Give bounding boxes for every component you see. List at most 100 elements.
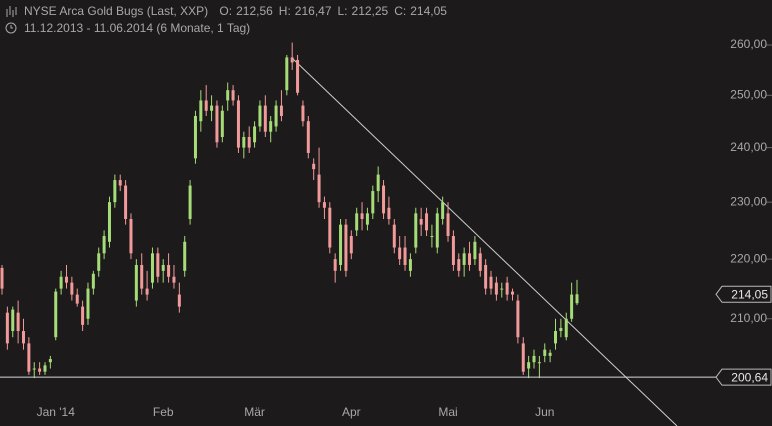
candle-body [457,259,461,271]
candle-body [543,349,547,356]
candle-body [54,291,58,338]
x-tick-label: Mär [244,405,265,419]
candle-body [500,288,504,290]
candle-body [408,259,412,271]
y-tick-label: 230,00 [730,194,767,208]
quote-name: L: [338,4,348,18]
candle-body [296,59,300,93]
candle-body [177,294,181,307]
candle-body [376,174,380,192]
candle-body [129,218,133,254]
x-tick-label: Mai [438,405,457,419]
candle-body [382,185,386,214]
candle-body [306,121,310,153]
candle-body [107,202,111,242]
price-box [715,368,772,386]
candle-body [441,202,445,219]
candle-body [253,126,257,143]
candle-body [435,213,439,248]
candle-body [371,191,375,214]
candle-body [387,207,391,219]
candle-body [150,253,154,283]
candle-body [5,312,9,344]
chart-icon [6,6,17,17]
candle-body [527,362,531,369]
candle-body [226,90,230,101]
candle-body [59,276,63,289]
candle-body [118,180,122,186]
candle-body [478,253,482,271]
quote-name: H: [279,4,291,18]
y-tick-label: 220,00 [730,251,767,265]
candle-body [430,236,434,238]
candle-body [473,241,477,260]
x-tick-label: Jan '14 [37,405,76,419]
candle-body [140,264,144,289]
candle-body [0,267,4,289]
candle-body [263,105,267,132]
candle-body [419,218,423,225]
candle-body [97,253,101,271]
candle-body [537,362,541,364]
candle-body [285,57,289,91]
candle-body [199,100,203,122]
y-tick-label: 250,00 [730,87,767,101]
candle-body [279,105,283,116]
candle-body [328,207,332,248]
candle-body [317,174,321,203]
candle-body [312,163,316,170]
candle-body [86,288,90,319]
clock-hand [10,25,13,29]
candle-body [48,359,52,363]
candle-body [102,236,106,254]
candle-body [236,100,240,148]
candle-body [38,368,42,372]
quote-name: O: [219,4,232,18]
candle-body [575,294,579,304]
candle-body [21,331,25,344]
candle-body [570,294,574,319]
candle-body [145,288,149,295]
x-tick-label: Feb [153,405,174,419]
candle-body [161,264,165,271]
clock-icon [5,22,17,34]
x-tick-label: Jun [535,405,554,419]
price-box [715,285,772,303]
candle-body [462,253,466,265]
candle-body [333,259,337,271]
candle-body [446,213,450,237]
candle-body [269,121,273,132]
candle-body [349,236,353,254]
quote-value: 214,05 [410,4,447,18]
candle-body [204,100,208,111]
candle-body [511,291,515,295]
candle-body [398,247,402,260]
quote-value: 212,25 [352,4,389,18]
candle-body [532,355,536,363]
candle-body [489,276,493,289]
chart-title: NYSE Arca Gold Bugs (Last, XXP) [24,4,208,18]
candle-body [247,136,251,148]
subtitle: 11.12.2013 - 11.06.2014 (6 Monate, 1 Tag… [24,21,250,35]
candle-body [231,90,235,101]
candle-body [113,180,117,203]
y-tick-label: 240,00 [730,140,767,154]
candle-body [451,236,455,265]
candle-body [322,202,326,208]
candle-body [81,306,85,325]
y-tick-label: 210,00 [730,311,767,325]
candle-body [156,253,160,277]
candle-body [188,185,192,219]
candle-body [172,276,176,283]
trend-line [291,57,678,426]
candle-body [183,241,187,271]
x-tick-label: Apr [342,405,361,419]
candle-body [554,331,558,344]
candle-body [425,213,429,231]
candle-body [75,294,79,304]
candle-body [167,264,171,277]
candle-body [64,276,68,283]
candle-body [274,105,278,127]
